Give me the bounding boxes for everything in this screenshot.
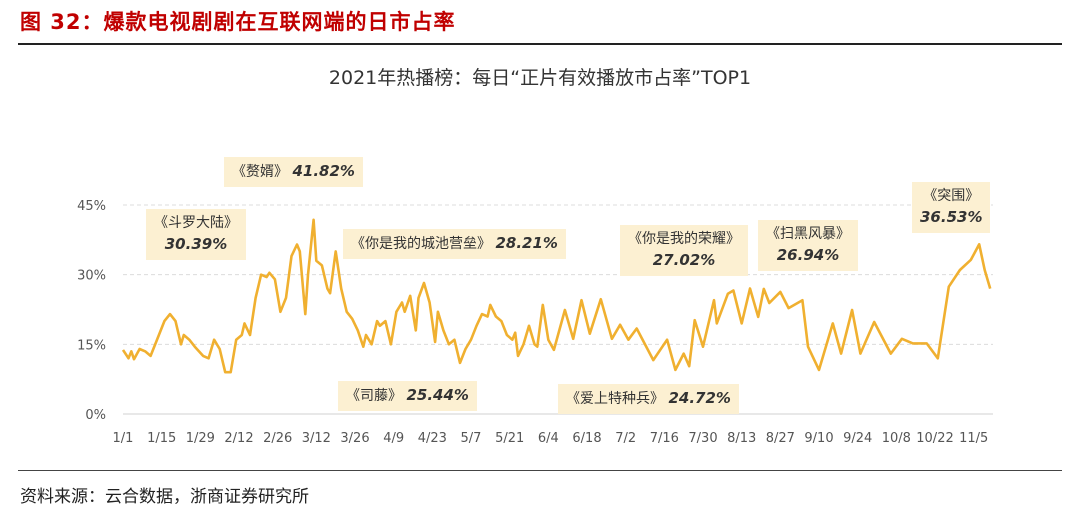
annotation-value: 30.39% bbox=[164, 235, 228, 253]
x-tick-label: 10/8 bbox=[882, 431, 911, 446]
x-tick-label: 9/10 bbox=[804, 431, 833, 446]
bottom-rule bbox=[18, 470, 1062, 471]
annotation-drama: 《扫黑风暴》 bbox=[766, 226, 850, 242]
x-tick-label: 3/12 bbox=[302, 431, 331, 446]
chart-title: 2021年热播榜：每日“正片有效播放市占率”TOP1 bbox=[328, 67, 752, 89]
annotation-drama: 《爱上特种兵》 bbox=[566, 391, 664, 407]
annotation-drama: 《突围》 bbox=[923, 188, 980, 204]
x-tick-label: 5/7 bbox=[461, 431, 482, 446]
annotation-value: 24.72% bbox=[668, 389, 731, 407]
x-tick-label: 1/1 bbox=[113, 431, 134, 446]
figure-title: 图 32：爆款电视剧剧在互联网端的日市占率 bbox=[20, 10, 456, 34]
x-tick-label: 2/12 bbox=[224, 431, 253, 446]
annotation-drama: 《你是我的荣耀》 bbox=[628, 231, 740, 247]
annotation-drama: 《你是我的城池营垒》 bbox=[351, 236, 491, 252]
annotation-value: 41.82% bbox=[292, 162, 355, 180]
annotation-rongyao: 《你是我的荣耀》 27.02% bbox=[620, 225, 748, 276]
x-tick-label: 6/4 bbox=[538, 431, 559, 446]
annotation-value: 25.44% bbox=[406, 386, 469, 404]
annotation-siteng: 《司藤》 25.44% bbox=[338, 381, 477, 411]
x-tick-label: 1/29 bbox=[186, 431, 215, 446]
annotation-value: 26.94% bbox=[776, 246, 840, 264]
annotation-drama: 《司藤》 bbox=[346, 388, 402, 404]
x-tick-label: 9/24 bbox=[843, 431, 872, 446]
y-tick-label: 15% bbox=[77, 338, 106, 353]
source-note: 资料来源：云合数据，浙商证券研究所 bbox=[20, 487, 309, 507]
y-tick-label: 30% bbox=[77, 269, 106, 284]
annotation-drama: 《斗罗大陆》 bbox=[154, 215, 238, 231]
x-tick-label: 3/26 bbox=[340, 431, 369, 446]
x-tick-label: 7/2 bbox=[615, 431, 636, 446]
annotation-chengchi: 《你是我的城池营垒》 28.21% bbox=[343, 229, 566, 259]
x-tick-label: 7/30 bbox=[688, 431, 717, 446]
annotation-saohei: 《扫黑风暴》 26.94% bbox=[758, 220, 858, 271]
top-rule bbox=[18, 43, 1062, 45]
x-tick-label: 2/26 bbox=[263, 431, 292, 446]
y-tick-label: 45% bbox=[77, 199, 106, 214]
x-tick-label: 8/27 bbox=[766, 431, 795, 446]
x-tick-label: 4/23 bbox=[418, 431, 447, 446]
annotation-value: 36.53% bbox=[920, 208, 983, 226]
x-tick-label: 8/13 bbox=[727, 431, 756, 446]
x-tick-label: 4/9 bbox=[383, 431, 404, 446]
x-tick-label: 11/5 bbox=[959, 431, 988, 446]
x-tick-label: 10/22 bbox=[916, 431, 953, 446]
annotation-value: 28.21% bbox=[495, 234, 558, 252]
annotation-tuwei: 《突围》 36.53% bbox=[912, 182, 991, 233]
series-line bbox=[121, 218, 992, 374]
annotation-zhuixu: 《赘婿》 41.82% bbox=[224, 157, 363, 187]
y-tick-label: 0% bbox=[85, 408, 106, 423]
annotation-value: 27.02% bbox=[652, 251, 716, 269]
x-tick-label: 1/15 bbox=[147, 431, 176, 446]
annotation-douluo: 《斗罗大陆》 30.39% bbox=[146, 209, 246, 260]
annotation-drama: 《赘婿》 bbox=[232, 164, 288, 180]
x-tick-label: 7/16 bbox=[650, 431, 679, 446]
x-tick-label: 6/18 bbox=[572, 431, 601, 446]
annotation-tezhongbing: 《爱上特种兵》 24.72% bbox=[558, 384, 739, 414]
x-tick-label: 5/21 bbox=[495, 431, 524, 446]
